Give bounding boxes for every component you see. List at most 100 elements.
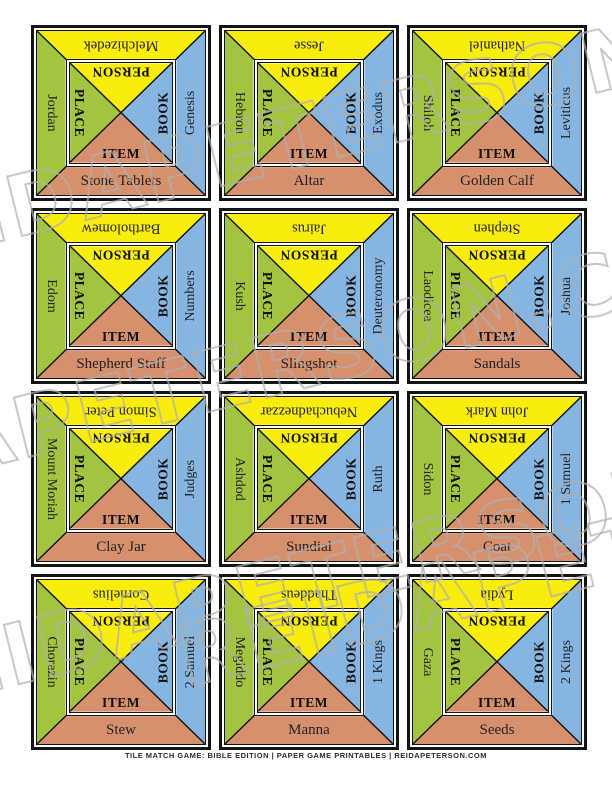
book-name-label: Ruth: [371, 465, 386, 493]
tile-body: Jesse Hebron Exodus Altar PERSON PLACE B…: [224, 30, 394, 196]
center-x-lines: [446, 246, 548, 345]
center-square: PERSON PLACE BOOK ITEM: [65, 58, 177, 168]
item-name-label: Shepherd Staff: [76, 356, 166, 372]
book-name-label: 2 Kings: [559, 640, 574, 684]
place-trapezoid: [225, 31, 254, 195]
place-trapezoid: [37, 397, 66, 561]
person-name-label: Stephen: [473, 220, 521, 237]
item-trapezoid: [37, 533, 205, 561]
person-name-label: Nathaniel: [468, 37, 526, 54]
person-name-label: Nebuchadnezzar: [260, 403, 358, 420]
book-category-label: BOOK: [343, 457, 359, 501]
item-category-label: ITEM: [477, 512, 516, 528]
person-trapezoid: [413, 214, 581, 242]
center-square: PERSON PLACE BOOK ITEM: [65, 424, 177, 534]
person-name-label: Cornelius: [92, 586, 150, 603]
item-category-label: ITEM: [289, 512, 328, 528]
place-trapezoid: [413, 31, 442, 195]
item-category-label: ITEM: [101, 146, 140, 162]
tile-body: Jairus Kush Deuteronomy Slingshot PERSON…: [224, 213, 394, 379]
person-trapezoid: [225, 580, 393, 608]
book-category-label: BOOK: [155, 457, 171, 501]
tile-body: Melchizedek Jordan Genesis Stone Tablets…: [36, 30, 206, 196]
place-trapezoid: [413, 397, 442, 561]
book-name-label: Numbers: [183, 270, 198, 322]
place-category-label: PLACE: [71, 637, 87, 687]
center-square-inner: PERSON PLACE BOOK ITEM: [445, 611, 549, 713]
game-tile: Nathaniel Shiloh Leviticus Golden Calf P…: [407, 25, 587, 201]
book-trapezoid: [364, 397, 393, 561]
center-x-lines: [70, 429, 172, 528]
item-name-label: Clay Jar: [96, 539, 146, 555]
item-trapezoid: [225, 716, 393, 744]
person-name-label: Bartholomew: [81, 220, 161, 237]
tile-body: John Mark Sidon 1 Samuel Coat PERSON PLA…: [412, 396, 582, 562]
center-square-inner: PERSON PLACE BOOK ITEM: [257, 611, 361, 713]
item-name-label: Sandals: [473, 356, 521, 372]
place-name-label: Hebron: [232, 92, 247, 134]
book-name-label: 2 Samuel: [183, 635, 198, 689]
book-category-label: BOOK: [155, 640, 171, 684]
center-square-inner: PERSON PLACE BOOK ITEM: [257, 245, 361, 347]
item-name-label: Stone Tablets: [80, 173, 162, 189]
center-square-inner: PERSON PLACE BOOK ITEM: [445, 245, 549, 347]
game-tile: Stephen Laodicea Joshua Sandals PERSON P…: [407, 208, 587, 384]
person-category-label: PERSON: [468, 247, 526, 263]
place-category-label: PLACE: [259, 454, 275, 504]
book-category-label: BOOK: [531, 457, 547, 501]
book-trapezoid: [552, 580, 581, 744]
center-square: PERSON PLACE BOOK ITEM: [253, 607, 365, 717]
place-category-label: PLACE: [447, 88, 463, 138]
item-category-label: ITEM: [101, 695, 140, 711]
person-trapezoid: [225, 214, 393, 242]
game-tile: Bartholomew Edom Numbers Shepherd Staff …: [31, 208, 211, 384]
book-trapezoid: [176, 580, 205, 744]
book-name-label: 1 Samuel: [559, 452, 574, 506]
book-trapezoid: [552, 31, 581, 195]
item-category-label: ITEM: [289, 146, 328, 162]
game-tile: Lydia Gaza 2 Kings Seeds PERSON PLACE BO…: [407, 574, 587, 750]
place-name-label: Mount Moriah: [44, 437, 59, 521]
place-name-label: Gaza: [420, 647, 435, 677]
item-trapezoid: [37, 167, 205, 195]
item-category-label: ITEM: [289, 695, 328, 711]
place-name-label: Chorazin: [44, 636, 59, 688]
center-square-inner: PERSON PLACE BOOK ITEM: [445, 62, 549, 164]
book-name-label: Judges: [183, 459, 198, 499]
center-x-lines: [446, 429, 548, 528]
book-trapezoid: [176, 214, 205, 378]
center-x-lines: [258, 63, 360, 162]
person-category-label: PERSON: [280, 430, 338, 446]
tile-body: Nathaniel Shiloh Leviticus Golden Calf P…: [412, 30, 582, 196]
book-name-label: Genesis: [183, 90, 198, 136]
item-trapezoid: [225, 350, 393, 378]
place-trapezoid: [225, 214, 254, 378]
item-category-label: ITEM: [101, 329, 140, 345]
center-square-inner: PERSON PLACE BOOK ITEM: [69, 611, 173, 713]
item-category-label: ITEM: [477, 329, 516, 345]
center-square-inner: PERSON PLACE BOOK ITEM: [257, 428, 361, 530]
place-category-label: PLACE: [447, 271, 463, 321]
book-trapezoid: [364, 214, 393, 378]
book-category-label: BOOK: [531, 91, 547, 135]
center-x-lines: [258, 612, 360, 711]
place-name-label: Laodicea: [420, 270, 435, 322]
item-trapezoid: [413, 533, 581, 561]
center-square: PERSON PLACE BOOK ITEM: [441, 241, 553, 351]
place-category-label: PLACE: [71, 271, 87, 321]
item-name-label: Golden Calf: [460, 173, 534, 189]
book-category-label: BOOK: [531, 274, 547, 318]
place-name-label: Ashdod: [232, 457, 247, 501]
center-square: PERSON PLACE BOOK ITEM: [253, 241, 365, 351]
place-category-label: PLACE: [71, 454, 87, 504]
item-name-label: Coat: [482, 539, 512, 555]
game-tile: Cornelius Chorazin 2 Samuel Stew PERSON …: [31, 574, 211, 750]
person-category-label: PERSON: [280, 247, 338, 263]
place-category-label: PLACE: [259, 88, 275, 138]
place-trapezoid: [225, 580, 254, 744]
item-category-label: ITEM: [101, 512, 140, 528]
place-category-label: PLACE: [71, 88, 87, 138]
tile-body: Lydia Gaza 2 Kings Seeds PERSON PLACE BO…: [412, 579, 582, 745]
item-trapezoid: [37, 716, 205, 744]
